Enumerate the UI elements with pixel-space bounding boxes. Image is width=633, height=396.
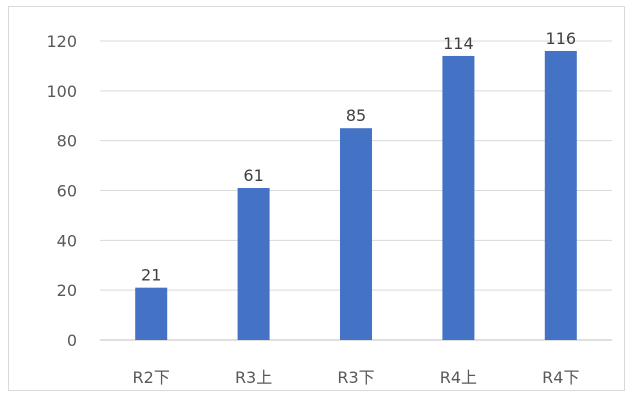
y-tick-label: 60 [57,182,77,201]
y-tick-label: 80 [57,132,77,151]
x-axis-ticks: R2下 R3上 R3下 R4上 R4下 [133,368,580,387]
x-tick-label: R3上 [235,368,272,387]
y-tick-label: 20 [57,281,77,300]
x-tick-label: R2下 [133,368,170,387]
data-label: 116 [546,29,577,48]
bars [135,50,577,340]
y-tick-label: 0 [67,331,77,350]
bar [442,55,475,340]
data-label: 114 [443,34,474,53]
y-tick-label: 40 [57,231,77,250]
bar [544,50,577,340]
data-label: 85 [346,106,366,125]
data-label: 61 [243,166,263,185]
bar [340,128,372,340]
x-tick-label: R4上 [440,368,477,387]
bar [237,188,270,340]
x-tick-label: R4下 [542,368,579,387]
bar [135,287,168,340]
y-axis-ticks: 0 20 40 60 80 100 120 [46,32,77,350]
x-tick-label: R3下 [337,368,374,387]
data-labels: 21 61 85 114 116 [141,29,576,285]
data-label: 21 [141,266,161,285]
y-tick-label: 100 [46,82,77,101]
y-tick-label: 120 [46,32,77,51]
chart-frame [8,6,625,391]
